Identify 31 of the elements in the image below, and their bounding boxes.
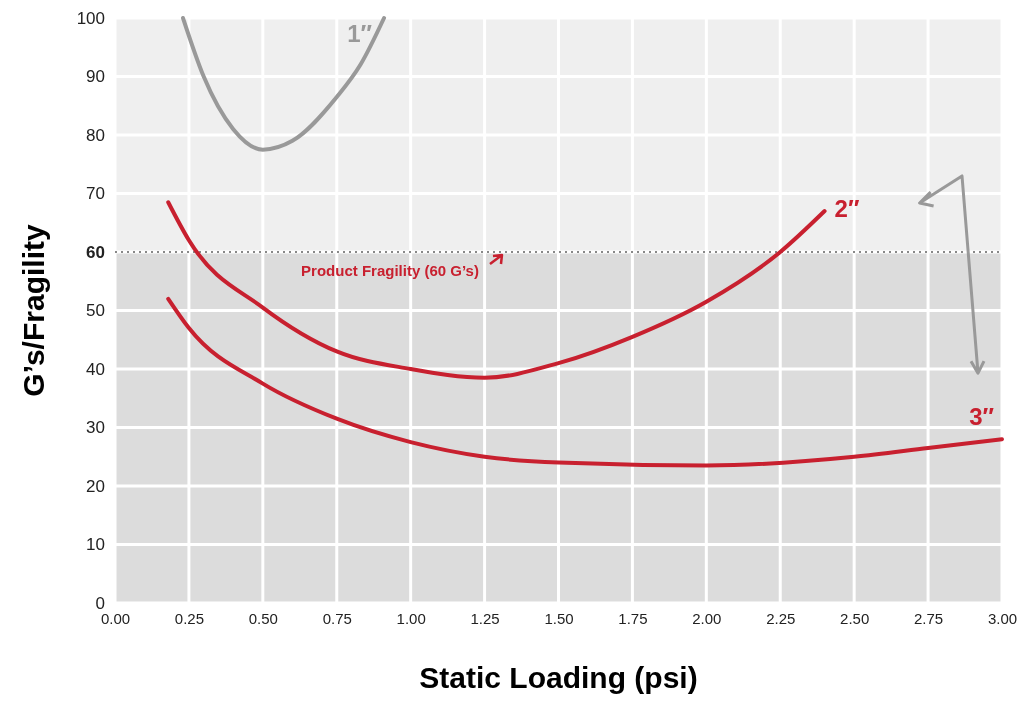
x-tick-label: 3.00: [987, 609, 1018, 627]
x-tick-label: 1.00: [396, 609, 426, 627]
series-label: 1″: [347, 20, 373, 47]
line-series: [166, 296, 1004, 468]
y-tick-label: 60: [86, 242, 105, 262]
y-tick-label: 40: [86, 359, 105, 379]
x-tick-label: 2.25: [766, 609, 796, 627]
ref-line-label: Product Fragility (60 G’s): [301, 262, 479, 279]
series-label: 3″: [969, 403, 995, 431]
y-axis-title: G’s/Fragility: [17, 224, 50, 397]
y-tick-label: 100: [76, 8, 105, 28]
y-tick-label: 20: [86, 476, 105, 496]
series-label: 2″: [834, 195, 860, 223]
x-tick-label: 2.00: [692, 609, 722, 627]
x-tick-label: 0.25: [174, 609, 205, 627]
x-axis-title: Static Loading (psi): [419, 661, 698, 694]
y-tick-label: 90: [86, 67, 105, 87]
x-tick-label: 1.75: [618, 609, 648, 627]
line-series: [166, 200, 827, 380]
line-series: [181, 16, 387, 152]
y-tick-label: 50: [86, 301, 105, 321]
y-tick-label: 70: [86, 184, 105, 204]
x-tick-label: 2.75: [913, 609, 944, 627]
x-tick-label: 0.50: [248, 609, 278, 627]
y-tick-label: 30: [86, 418, 105, 438]
x-tick-label: 0.75: [322, 609, 352, 627]
x-tick-label: 1.50: [544, 609, 574, 627]
x-tick-label: 1.25: [470, 609, 500, 627]
x-tick-label: 2.50: [840, 609, 870, 627]
y-tick-label: 80: [86, 125, 105, 145]
y-tick-label: 10: [86, 535, 105, 555]
